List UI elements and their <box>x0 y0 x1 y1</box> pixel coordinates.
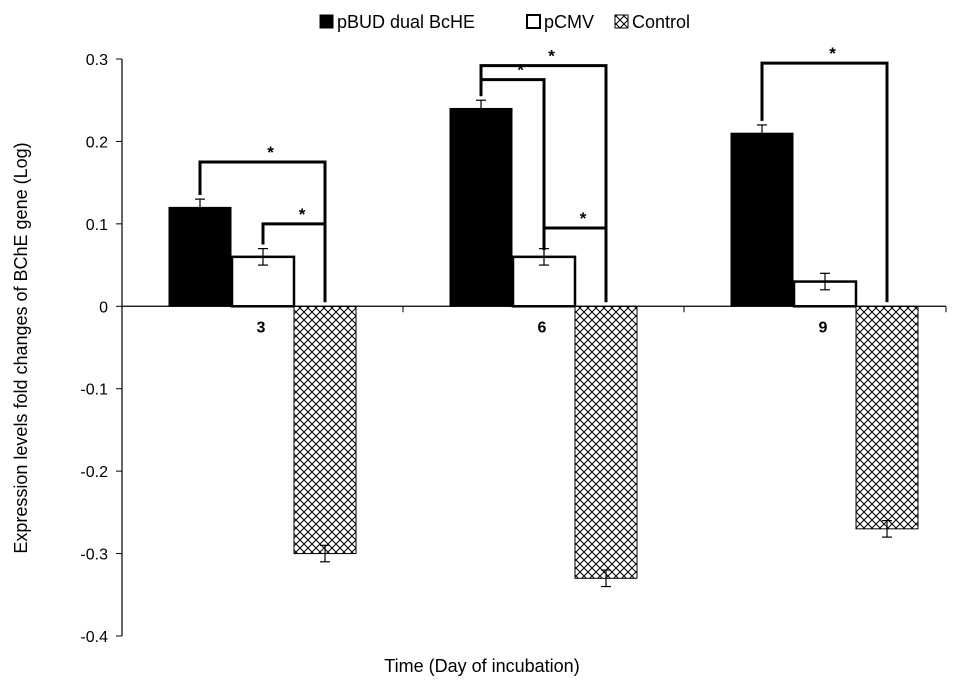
error-bars <box>195 99 892 588</box>
category-labels: 3 6 9 <box>257 319 828 336</box>
legend-swatch-pcmv <box>526 14 541 29</box>
legend-label-pbud: pBUD dual BcHE <box>337 12 475 32</box>
axes <box>121 59 947 636</box>
bar <box>293 305 357 555</box>
x-axis-title: Time (Day of incubation) <box>384 656 579 676</box>
bar <box>449 107 513 307</box>
significance-label: * <box>580 209 587 228</box>
y-axis-ticks: 0.3 0.2 0.1 0 -0.1 -0.2 -0.3 -0.4 <box>80 52 122 646</box>
y-tick-label: -0.4 <box>80 629 108 646</box>
legend: pBUD dual BcHE pCMV Control <box>319 12 690 32</box>
legend-swatch-pbud <box>319 14 334 29</box>
significance-label: * <box>517 61 524 80</box>
bar <box>168 206 232 307</box>
significance-label: * <box>829 44 836 63</box>
significance-label: * <box>267 143 274 162</box>
y-tick-label: 0.1 <box>86 217 108 234</box>
significance-label: * <box>548 47 555 66</box>
y-tick-label: -0.1 <box>80 382 108 399</box>
bars <box>168 107 919 579</box>
category-label: 6 <box>538 319 547 336</box>
y-tick-label: -0.2 <box>80 464 108 481</box>
legend-swatch-control <box>614 14 629 29</box>
legend-label-pcmv: pCMV <box>544 12 594 32</box>
significance-bracket <box>261 222 327 303</box>
y-axis-title: Expression levels fold changes of BChE g… <box>11 142 31 553</box>
significance-label: * <box>299 205 306 224</box>
y-tick-label: 0.2 <box>86 134 108 151</box>
y-tick-label: 0.3 <box>86 52 108 69</box>
bar <box>730 132 794 307</box>
y-tick-label: 0 <box>99 299 108 316</box>
significance-brackets: * * * * * * <box>198 44 889 303</box>
category-label: 3 <box>257 319 266 336</box>
significance-bracket <box>542 226 608 303</box>
significance-bracket <box>760 61 889 303</box>
category-label: 9 <box>819 319 828 336</box>
y-tick-label: -0.3 <box>80 547 108 564</box>
bar <box>855 305 919 530</box>
bar <box>574 305 638 579</box>
significance-bracket <box>479 78 546 251</box>
legend-label-control: Control <box>632 12 690 32</box>
